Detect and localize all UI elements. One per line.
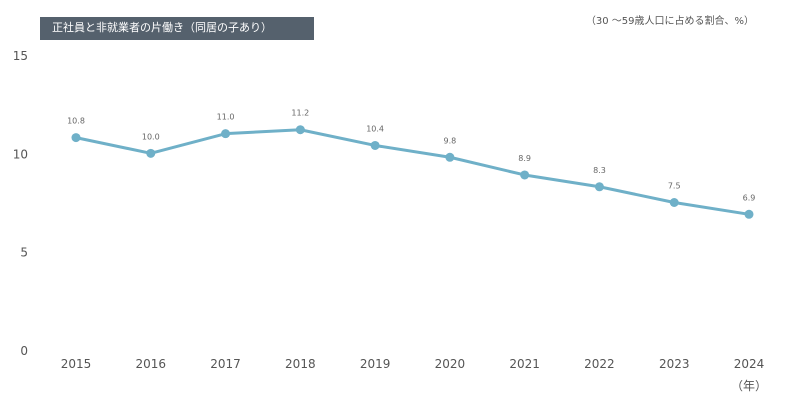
- y-tick-label: 5: [20, 246, 28, 260]
- chart-title: 正社員と非就業者の片働き（同居の子あり）: [40, 17, 314, 40]
- y-tick-label: 10: [13, 147, 28, 161]
- data-point: [370, 140, 380, 150]
- x-tick-label: 2022: [584, 357, 615, 371]
- data-point: [594, 182, 604, 192]
- data-point: [146, 148, 156, 158]
- data-point: [744, 209, 754, 219]
- x-tick-label: 2017: [210, 357, 241, 371]
- data-point: [445, 152, 455, 162]
- x-tick-label: 2018: [285, 357, 316, 371]
- x-tick-label: 2016: [136, 357, 167, 371]
- data-label: 11.2: [291, 109, 309, 118]
- data-label: 11.0: [217, 113, 235, 122]
- data-label: 10.4: [366, 124, 384, 133]
- y-tick-label: 15: [13, 49, 28, 63]
- x-axis-label: （年）: [731, 379, 767, 393]
- x-tick-label: 2021: [509, 357, 540, 371]
- data-label: 10.8: [67, 117, 85, 126]
- data-point: [295, 125, 305, 135]
- x-tick-label: 2023: [659, 357, 690, 371]
- data-label: 7.5: [668, 182, 681, 191]
- y-tick-label: 0: [20, 344, 28, 358]
- x-tick-label: 2015: [61, 357, 92, 371]
- data-point: [669, 198, 679, 207]
- x-tick-label: 2024: [734, 357, 765, 371]
- data-point: [520, 170, 530, 180]
- x-tick-label: 2019: [360, 357, 391, 371]
- data-label: 9.8: [444, 136, 457, 145]
- data-label: 6.9: [743, 193, 756, 202]
- data-point: [221, 129, 231, 139]
- unit-note: （30 〜59歳人口に占める割合、%）: [585, 16, 754, 27]
- data-label: 10.0: [142, 132, 160, 141]
- data-label: 8.3: [593, 166, 606, 175]
- x-tick-label: 2020: [435, 357, 466, 371]
- series-line: [75, 128, 750, 216]
- data-label: 8.9: [518, 154, 531, 163]
- data-point: [71, 133, 81, 143]
